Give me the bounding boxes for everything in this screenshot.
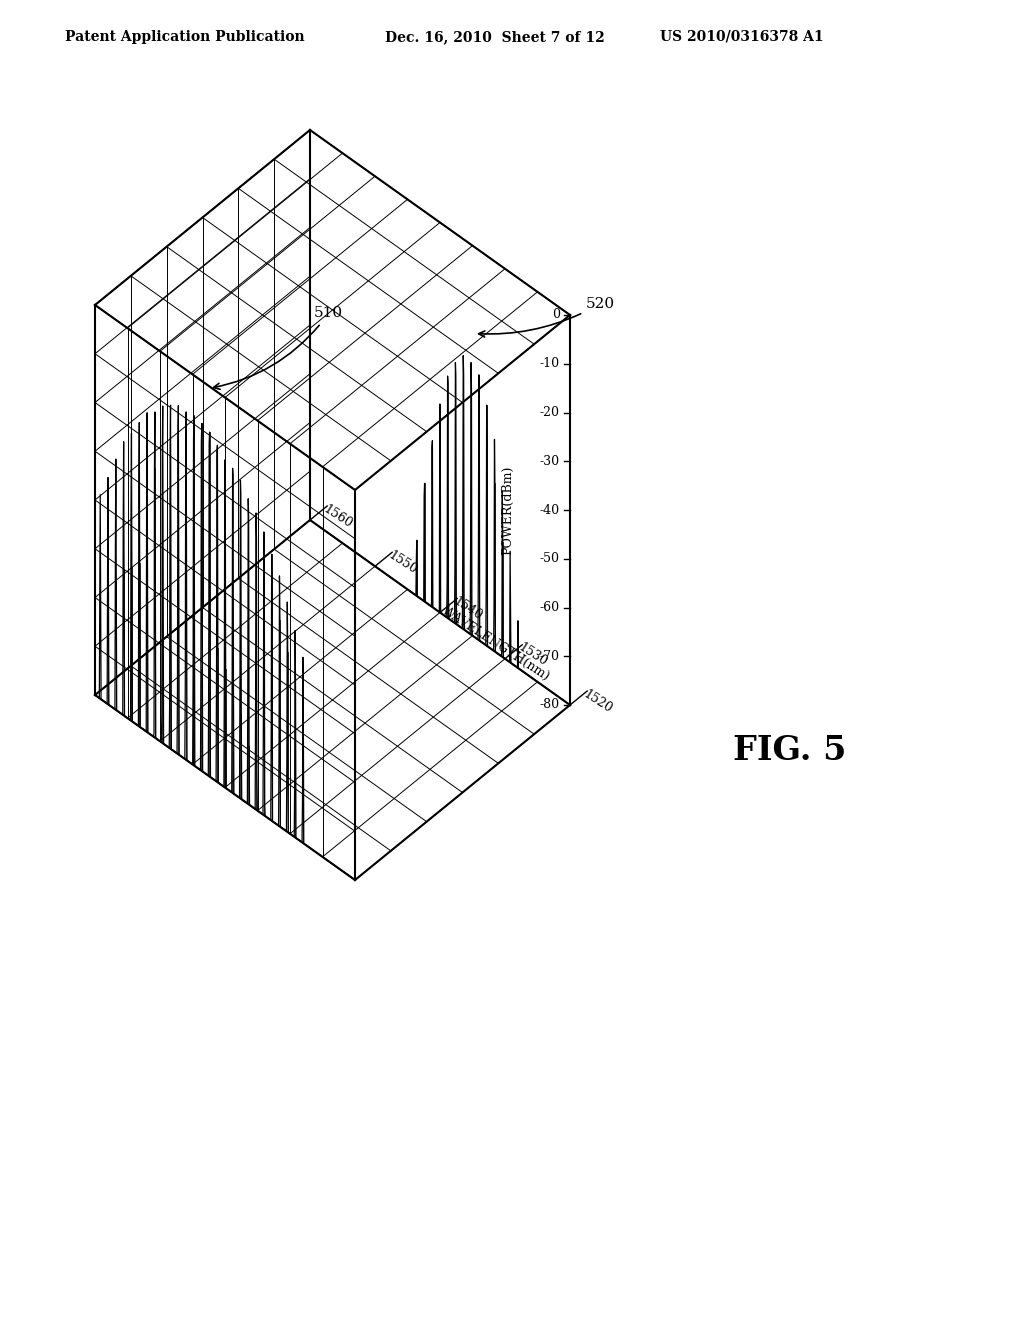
Text: FIG. 5: FIG. 5 [733, 734, 847, 767]
Text: US 2010/0316378 A1: US 2010/0316378 A1 [660, 30, 823, 44]
Text: Patent Application Publication: Patent Application Publication [65, 30, 304, 44]
Text: POWER(dBm): POWER(dBm) [502, 466, 514, 554]
Text: Dec. 16, 2010  Sheet 7 of 12: Dec. 16, 2010 Sheet 7 of 12 [385, 30, 605, 44]
Text: 510: 510 [214, 306, 343, 389]
Text: -30: -30 [540, 455, 560, 467]
Text: 1520: 1520 [581, 688, 614, 715]
Text: -80: -80 [540, 698, 560, 711]
Text: 1530: 1530 [516, 642, 550, 669]
Text: -40: -40 [540, 503, 560, 516]
Text: 1560: 1560 [322, 502, 355, 531]
Text: -50: -50 [540, 552, 560, 565]
Text: 0: 0 [552, 309, 560, 322]
Text: WAVELENGTH(nm): WAVELENGTH(nm) [439, 603, 552, 684]
Text: 1550: 1550 [386, 549, 420, 577]
Text: 1540: 1540 [451, 595, 484, 623]
Text: 520: 520 [478, 297, 615, 337]
Text: -70: -70 [540, 649, 560, 663]
Text: -60: -60 [540, 601, 560, 614]
Text: -10: -10 [540, 358, 560, 370]
Text: -20: -20 [540, 407, 560, 418]
